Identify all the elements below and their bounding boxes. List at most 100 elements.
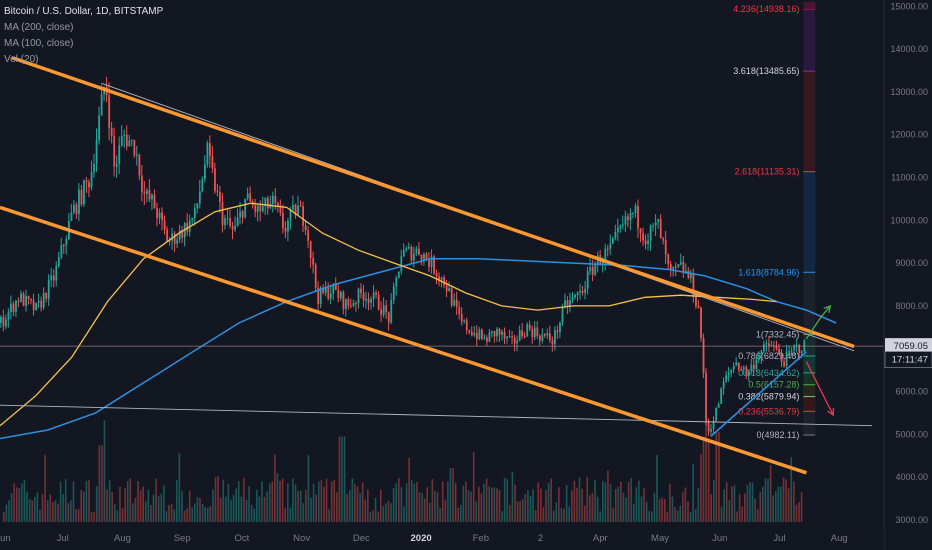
candle-body [148, 190, 151, 200]
x-tick-label: Feb [473, 533, 489, 544]
y-tick-label: 10000.00 [890, 215, 928, 225]
candle-body [740, 369, 743, 371]
candle-body [717, 403, 720, 408]
ma200-legend[interactable]: MA (200, close) [4, 22, 74, 33]
volume-bar [95, 486, 98, 522]
volume-bar [217, 475, 219, 522]
volume-bar [263, 496, 266, 522]
volume-bar [524, 494, 527, 522]
candle-body [390, 299, 393, 323]
volume-bar [697, 488, 700, 522]
candle-body [654, 222, 657, 226]
volume-bar [292, 478, 294, 522]
candle-body [443, 277, 446, 286]
volume-bar [694, 508, 697, 522]
volume-bar [320, 480, 323, 522]
candle-body [438, 276, 440, 280]
volume-bar [31, 500, 33, 522]
candle-body [214, 168, 216, 192]
volume-bar [632, 503, 635, 522]
volume-bar [225, 496, 227, 522]
volume-bar [129, 478, 132, 522]
candle-body [637, 206, 639, 229]
candle-body [513, 337, 516, 344]
candle-body [360, 288, 362, 294]
volume-bar [310, 497, 312, 522]
candle-body [216, 191, 219, 193]
volume-bar [160, 493, 163, 522]
candle-body [312, 258, 315, 265]
volume-bar [656, 454, 658, 522]
candle-body [345, 299, 347, 309]
volume-bar [330, 481, 333, 522]
volume-bar [444, 499, 447, 522]
volume-bar [379, 489, 382, 522]
volume-bar [405, 483, 408, 522]
volume-bar [93, 511, 95, 522]
volume-bar [188, 490, 191, 522]
volume-bar [387, 500, 390, 522]
volume-legend[interactable]: Vol (20) [4, 54, 39, 65]
volume-bar [341, 436, 343, 522]
volume-bar [467, 490, 470, 522]
projection-down-arrow [805, 361, 834, 416]
candle-body [569, 300, 571, 307]
candle-body [307, 230, 310, 241]
symbol-title[interactable]: Bitcoin / U.S. Dollar, 1D, BITSTAMP [4, 6, 164, 17]
volume-bar [49, 493, 52, 522]
volume-bar [780, 486, 782, 522]
candle-body [455, 299, 458, 307]
candle-body [768, 343, 770, 346]
candle-body [397, 271, 400, 278]
candle-body [10, 303, 12, 312]
volume-bar [423, 498, 426, 522]
candle-body [690, 273, 692, 278]
candle-body [178, 230, 181, 240]
candle-body [229, 218, 231, 226]
x-tick-label: Oct [235, 533, 250, 544]
candle-body [55, 266, 58, 281]
volume-bar [552, 510, 555, 522]
volume-bar [274, 454, 276, 522]
candle-body [271, 195, 274, 204]
volume-bar [640, 496, 643, 522]
volume-bar [596, 496, 599, 522]
volume-bar [718, 432, 720, 522]
candle-body [221, 202, 224, 226]
candle-body [387, 312, 390, 323]
candle-body [496, 328, 498, 337]
candle-body [108, 95, 111, 129]
y-tick-label: 15000.00 [890, 1, 928, 11]
volume-bar [155, 478, 157, 522]
candle-body [279, 207, 282, 213]
candle-body [186, 222, 189, 232]
volume-bar [382, 505, 385, 522]
volume-bar [488, 486, 490, 522]
candle-body [483, 337, 486, 339]
volume-bar [168, 504, 170, 522]
candle-body [503, 331, 506, 339]
candle-body [685, 270, 687, 273]
volume-bar [219, 497, 222, 522]
fib-band [803, 272, 816, 335]
candle-body [629, 213, 632, 221]
ma100-legend[interactable]: MA (100, close) [4, 38, 74, 49]
volume-bar [519, 500, 521, 522]
volume-bar [720, 506, 723, 522]
candle-body [622, 224, 624, 226]
candle-body [113, 135, 116, 167]
fib-band [803, 384, 816, 397]
volume-bar [147, 489, 150, 522]
x-tick-label: Nov [293, 533, 310, 544]
candle-body [110, 128, 113, 136]
candle-body [460, 313, 463, 322]
candle-body [239, 211, 242, 218]
volume-bar [475, 501, 478, 522]
volume-bar [258, 496, 261, 522]
candle-body [632, 212, 634, 214]
volume-bar [232, 494, 235, 522]
candle-body [12, 303, 15, 312]
candle-body [450, 288, 453, 306]
candle-body [294, 204, 297, 215]
